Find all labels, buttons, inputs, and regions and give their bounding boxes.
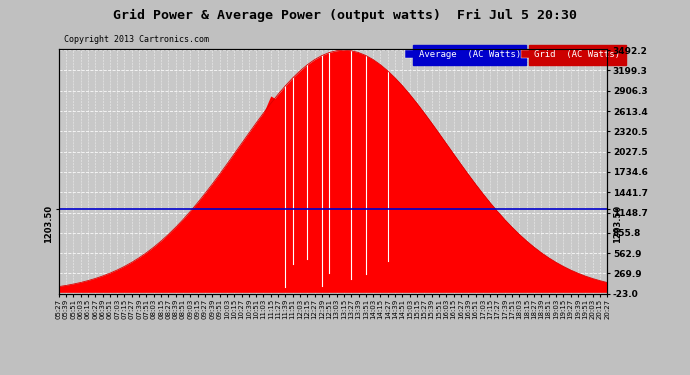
Text: Copyright 2013 Cartronics.com: Copyright 2013 Cartronics.com	[64, 35, 209, 44]
Legend: Average  (AC Watts), Grid  (AC Watts): Average (AC Watts), Grid (AC Watts)	[403, 48, 622, 61]
Text: Grid Power & Average Power (output watts)  Fri Jul 5 20:30: Grid Power & Average Power (output watts…	[113, 9, 577, 22]
